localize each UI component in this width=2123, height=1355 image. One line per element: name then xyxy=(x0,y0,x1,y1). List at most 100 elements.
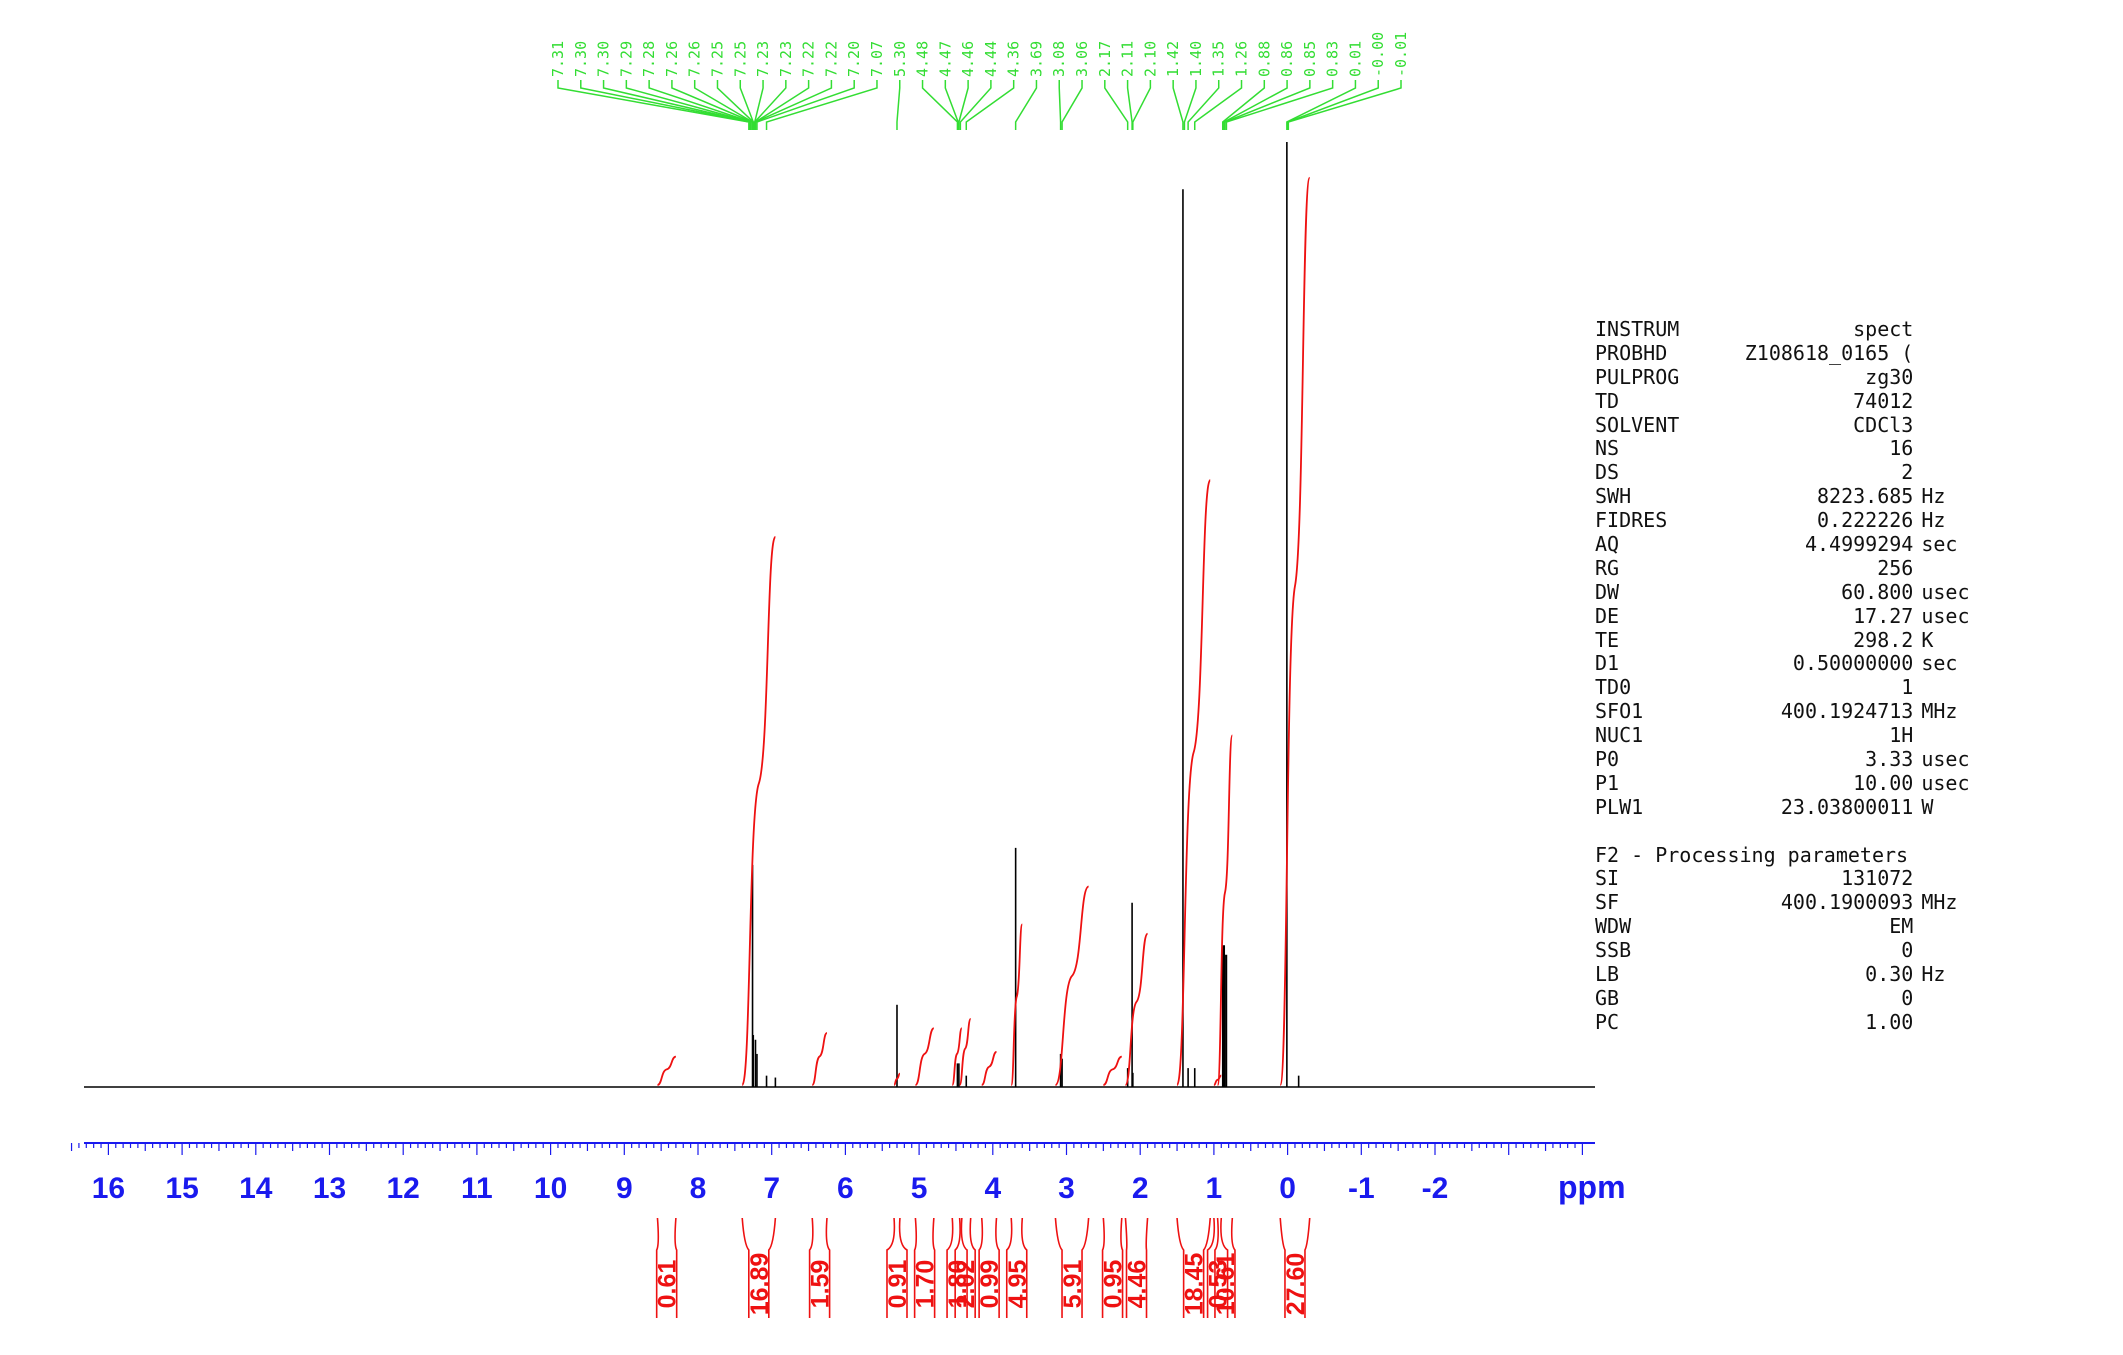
integral-label-group: 0.61 16.89 1.59 0.91 1.70 1.802.020.99 4.95 5.9… xyxy=(654,1217,1311,1318)
processing-param-row: SSB 0 xyxy=(1595,938,1985,963)
param-key: P0 xyxy=(1595,747,1620,772)
peak-label: 7.30 xyxy=(595,41,613,77)
peak-label-leader xyxy=(1287,80,1402,130)
integral-curve xyxy=(958,1017,972,1086)
acquisition-param-row: TE 298.2 K xyxy=(1595,627,1985,653)
param-unit xyxy=(1913,414,1985,438)
peak-label: 4.48 xyxy=(914,41,932,77)
param-value: 1H xyxy=(1889,723,1914,748)
param-key: SI xyxy=(1595,866,1620,891)
param-unit xyxy=(1913,915,1985,939)
acquisition-param-row: D1 0.50000000 sec xyxy=(1595,652,1985,676)
peak-label: 7.20 xyxy=(845,41,863,77)
peak-label-leader xyxy=(944,80,959,130)
x-axis-tick-label: -1 xyxy=(1348,1172,1375,1205)
x-axis-tick-label: 13 xyxy=(313,1172,346,1205)
param-value: 8223.685 xyxy=(1817,484,1914,509)
integral-label: 0.53 xyxy=(1205,1260,1233,1309)
peak-label: 0.83 xyxy=(1324,41,1342,77)
parameter-table: INSTRUM spect PROBHD Z108618_0165 (PULPROG z… xyxy=(1595,317,1985,1035)
peak-label: 3.69 xyxy=(1027,41,1045,77)
acquisition-param-row: TD0 1 xyxy=(1595,675,1985,700)
integral-label: 0.99 xyxy=(976,1260,1004,1309)
param-unit xyxy=(1913,390,1985,414)
peak-label-leader xyxy=(896,80,901,130)
param-unit xyxy=(1913,676,1985,700)
param-key: P1 xyxy=(1595,770,1620,795)
peak-label: 1.42 xyxy=(1164,41,1182,77)
processing-param-row: SF 400.1900093 MHz xyxy=(1595,890,1985,915)
param-value: 400.1924713 xyxy=(1780,699,1914,724)
param-unit: K xyxy=(1921,627,1934,652)
param-key: RG xyxy=(1595,555,1620,580)
integral-curve xyxy=(1279,176,1311,1086)
param-key: AQ xyxy=(1595,532,1620,557)
param-unit: usec xyxy=(1921,603,1970,628)
peak-label: 7.28 xyxy=(640,41,658,77)
param-gap xyxy=(1595,820,1985,844)
integral-curve xyxy=(1103,1055,1123,1086)
integral-bracket xyxy=(1005,1217,1028,1318)
param-unit: MHz xyxy=(1921,890,1958,915)
x-axis-tick-label: 2 xyxy=(1132,1172,1149,1205)
integral-bracket xyxy=(1279,1217,1311,1318)
peak-label: -0.01 xyxy=(1392,32,1410,77)
acquisition-param-row: PULPROG zg30 xyxy=(1595,364,1985,390)
peak-label-leader xyxy=(1187,80,1220,130)
acquisition-param-row: DE 17.27 usec xyxy=(1595,603,1985,629)
param-key: PULPROG xyxy=(1595,364,1680,389)
integral-curve xyxy=(657,1055,677,1086)
param-key: TD xyxy=(1595,388,1620,413)
param-value: Z108618_0165 ( xyxy=(1744,340,1914,365)
peak-label: 7.23 xyxy=(754,41,772,77)
peak-label: 7.25 xyxy=(708,41,726,77)
peak-label: 7.22 xyxy=(822,41,840,77)
param-value: 2 xyxy=(1901,460,1914,485)
peak-label-leader xyxy=(739,80,755,130)
param-value: 17.27 xyxy=(1853,603,1914,628)
peak-label: 3.06 xyxy=(1073,41,1091,77)
processing-param-row: GB 0 xyxy=(1595,986,1985,1011)
peak-label-leader xyxy=(1061,80,1083,130)
integral-curve xyxy=(741,536,777,1086)
integral-label: 18.45 xyxy=(1181,1253,1209,1316)
acquisition-param-row: FIDRES 0.222226 Hz xyxy=(1595,508,1985,533)
processing-param-row: LB 0.30 Hz xyxy=(1595,962,1985,987)
integral-bracket xyxy=(954,1217,976,1318)
integral-curve xyxy=(981,1051,997,1086)
param-value: 16 xyxy=(1889,436,1914,461)
peak-label-leader xyxy=(1014,80,1038,130)
acquisition-param-row: SWH 8223.685 Hz xyxy=(1595,484,1985,509)
peak-label: 1.26 xyxy=(1233,41,1251,77)
integral-curve xyxy=(1213,1074,1222,1086)
param-unit xyxy=(1913,461,1985,485)
peak-label: 4.44 xyxy=(982,41,1000,77)
param-unit: Hz xyxy=(1921,484,1946,509)
param-key: LB xyxy=(1595,962,1620,987)
peak-label-group: 7.31 7.30 7.30 7.29 7.28 7.26 7.26 7.25 7.25 7.23… xyxy=(549,32,1410,130)
param-unit: Hz xyxy=(1921,962,1946,987)
integral-bracket xyxy=(741,1217,777,1318)
peak-label-leader xyxy=(965,80,1015,130)
param-value: 1 xyxy=(1901,675,1914,700)
peak-label-leader xyxy=(557,80,750,130)
param-value: spect xyxy=(1853,317,1914,341)
param-key: SWH xyxy=(1595,484,1632,509)
peak-label-leader xyxy=(1104,80,1129,130)
peak-label-leader xyxy=(1132,80,1152,130)
x-axis-tick-label: 7 xyxy=(763,1172,780,1205)
peak-label: 7.26 xyxy=(663,41,681,77)
param-unit xyxy=(1913,1011,1985,1035)
peak-label-leader xyxy=(1224,80,1311,130)
param-key: DW xyxy=(1595,579,1620,604)
peak-label: 1.35 xyxy=(1210,41,1228,77)
integral-bracket xyxy=(886,1217,908,1318)
param-unit xyxy=(1913,987,1985,1011)
integral-label: 16.89 xyxy=(746,1253,774,1316)
acquisition-param-row: DW 60.800 usec xyxy=(1595,579,1985,605)
peak-label-leader xyxy=(1172,80,1184,130)
integral-curve xyxy=(1176,479,1212,1086)
x-axis-tick-label: 6 xyxy=(837,1172,854,1205)
peak-label: 2.17 xyxy=(1096,41,1114,77)
param-value: 0.30 xyxy=(1865,962,1914,987)
